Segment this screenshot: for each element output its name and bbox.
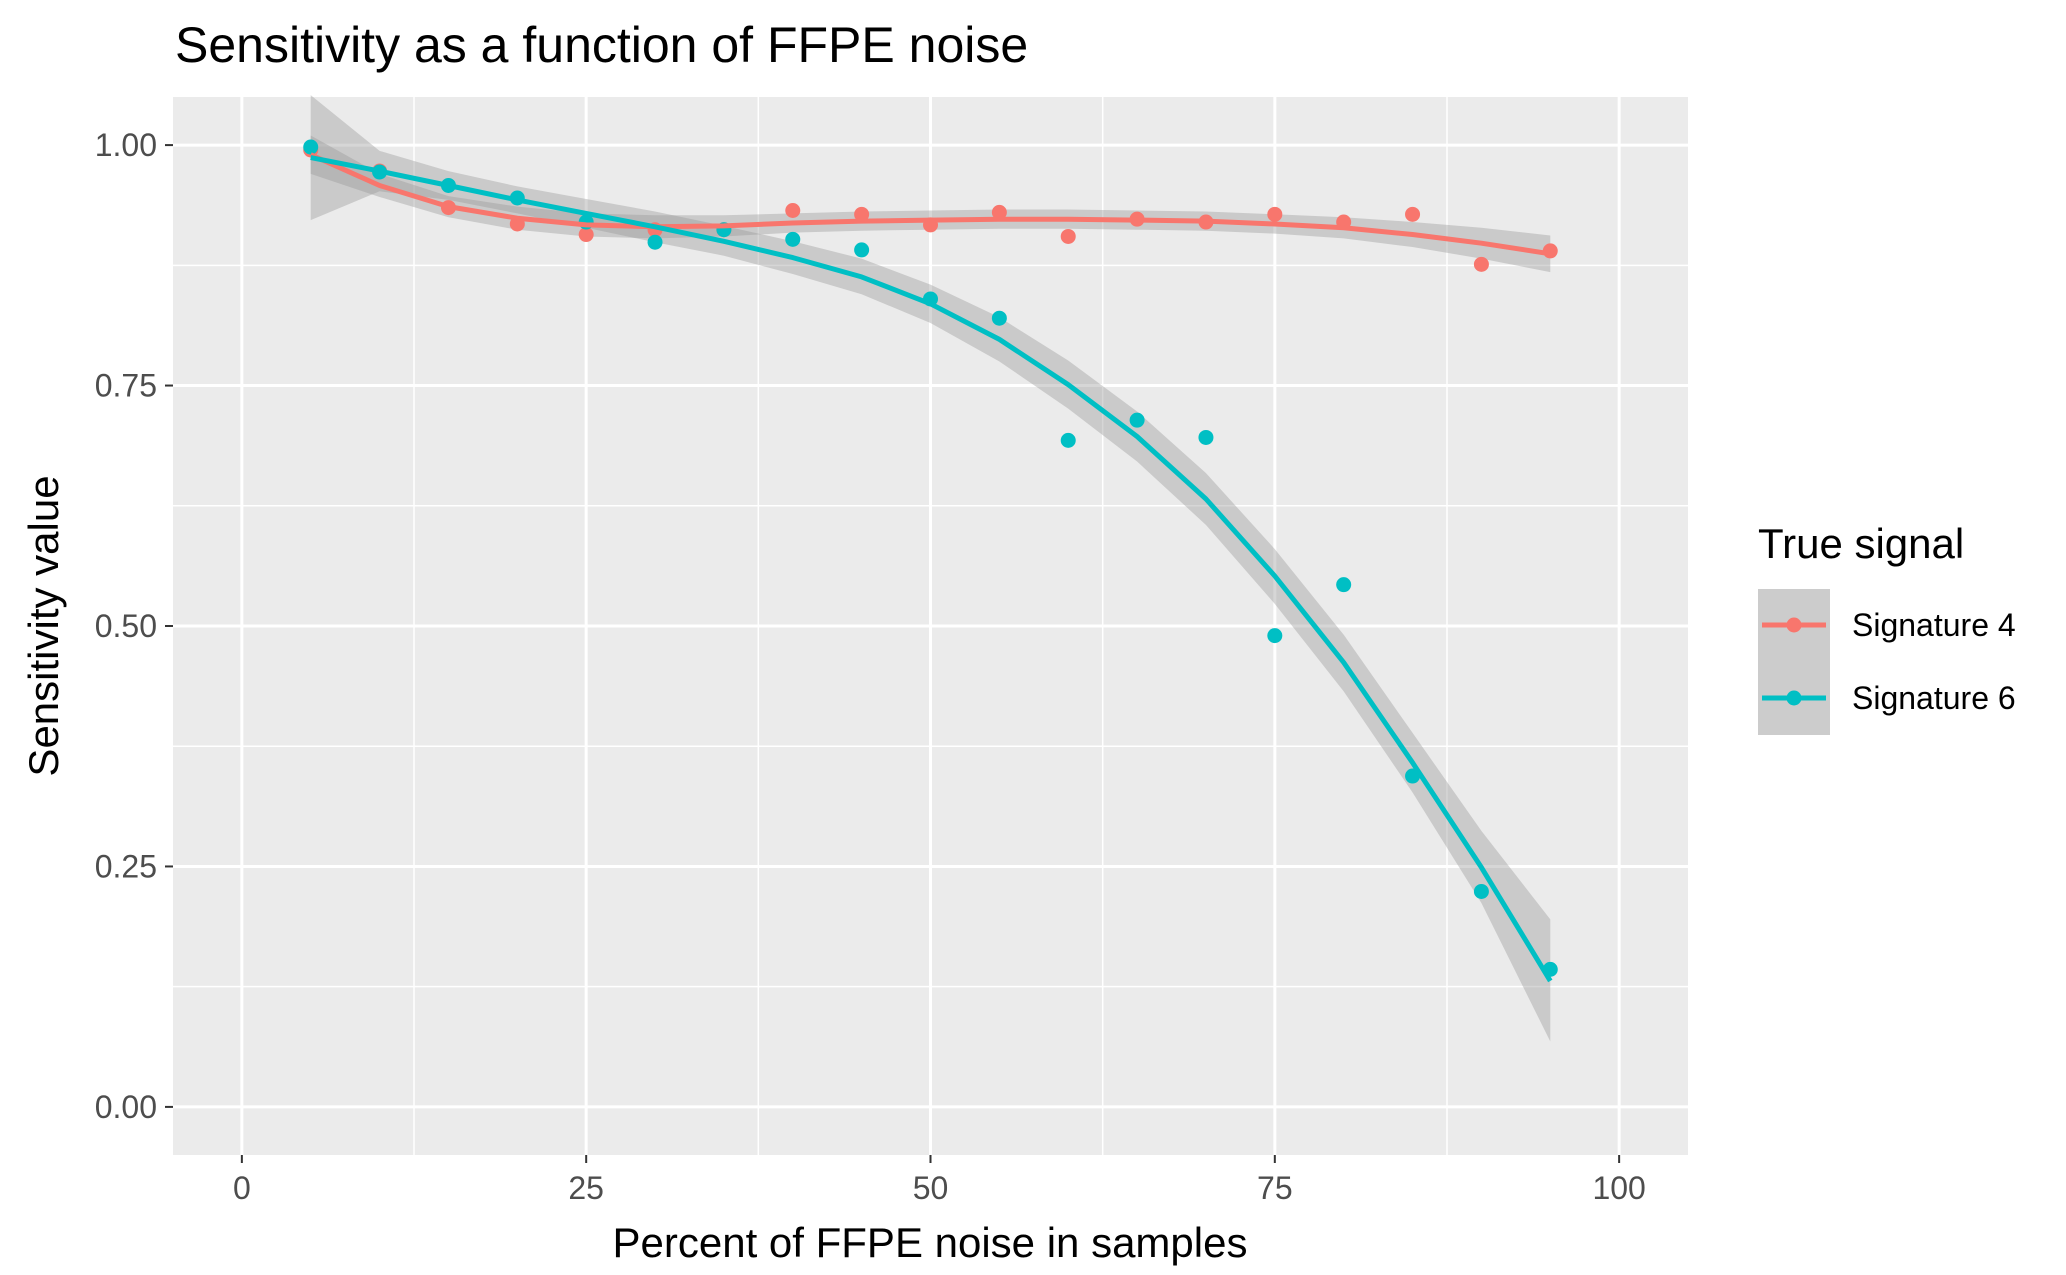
data-point	[1473, 256, 1489, 272]
confidence-band	[310, 95, 1551, 1042]
data-point	[785, 202, 801, 218]
x-tick-label: 100	[1592, 1170, 1645, 1206]
x-tick-label: 25	[568, 1170, 604, 1206]
data-point	[991, 310, 1007, 326]
x-axis-ticks: 0 25 50 75 100	[233, 1155, 1646, 1206]
x-tick-label: 0	[233, 1170, 251, 1206]
x-tick-label: 50	[913, 1170, 949, 1206]
data-point	[578, 227, 594, 243]
legend-key-background	[1758, 589, 1830, 735]
grid-major	[173, 97, 1688, 1155]
x-axis-title: Percent of FFPE noise in samples	[613, 1219, 1248, 1266]
y-tick-label: 0.25	[95, 848, 157, 884]
y-tick-label: 0.50	[95, 608, 157, 644]
fit-lines	[309, 152, 1553, 983]
data-point	[1473, 883, 1489, 899]
data-point	[1129, 412, 1145, 428]
legend-key-point	[1786, 690, 1802, 706]
data-point	[1267, 628, 1283, 644]
data-points	[303, 139, 1558, 977]
x-tick-label: 75	[1257, 1170, 1293, 1206]
y-tick-label: 0.00	[95, 1089, 157, 1125]
legend-label: Signature 6	[1852, 680, 2016, 716]
legend-label: Signature 4	[1852, 607, 2016, 643]
fit-line	[309, 152, 1551, 257]
y-axis-ticks: 0.00 0.25 0.50 0.75 1.00	[95, 127, 173, 1125]
data-point	[1060, 228, 1076, 244]
legend: Signature 4 Signature 6	[1758, 589, 2016, 735]
data-point	[854, 242, 870, 258]
y-tick-label: 0.75	[95, 368, 157, 404]
chart-title: Sensitivity as a function of FFPE noise	[175, 17, 1028, 73]
data-point	[854, 206, 870, 222]
confidence-bands	[310, 95, 1551, 1042]
data-point	[991, 204, 1007, 220]
y-axis-title: Sensitivity value	[20, 475, 67, 776]
data-point	[785, 231, 801, 247]
legend-key-point	[1786, 617, 1802, 633]
fit-line	[310, 155, 1553, 983]
data-point	[1336, 577, 1352, 593]
data-point	[1267, 206, 1283, 222]
data-point	[1405, 206, 1421, 222]
data-point	[303, 139, 319, 155]
y-tick-label: 1.00	[95, 127, 157, 163]
data-point	[647, 234, 663, 250]
data-point	[1060, 432, 1076, 448]
data-point	[1198, 429, 1214, 445]
legend-title: True signal	[1758, 520, 1964, 567]
